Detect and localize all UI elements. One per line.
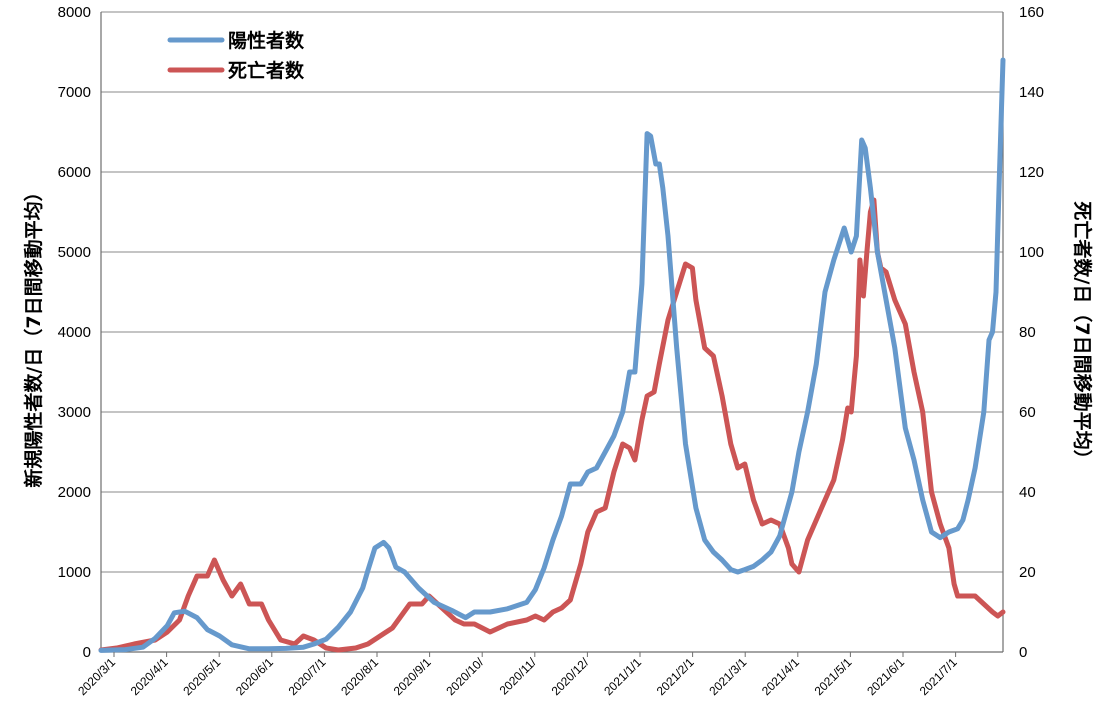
legend: 陽性者数 死亡者数	[167, 29, 305, 82]
left-tick-label: 6000	[58, 164, 91, 181]
left-axis-title: 新規陽性者数/日（7日間移動平均）	[22, 182, 45, 487]
gridlines	[101, 11, 1003, 573]
x-tick-label: 2021/6/1	[864, 655, 907, 698]
series-line-positive	[98, 57, 1006, 653]
x-tick-label: 2020/6/1	[233, 655, 276, 698]
left-tick-label: 5000	[58, 244, 91, 261]
x-tick-label: 2020/9/1	[391, 655, 434, 698]
legend-label-deaths: 死亡者数	[228, 59, 305, 82]
right-tick-label: 120	[1019, 164, 1044, 181]
x-axis-ticks: 2020/3/1 2020/4/1 2020/5/1 2020/6/1 2020/7/1…	[75, 652, 960, 698]
left-tick-label: 2000	[58, 484, 91, 501]
series-layer	[98, 57, 1006, 653]
x-tick-label: 2021/7/1	[917, 655, 960, 698]
right-tick-label: 100	[1019, 244, 1044, 261]
x-tick-label: 2020/7/1	[286, 655, 329, 698]
right-tick-label: 20	[1019, 564, 1036, 581]
right-tick-label: 160	[1019, 4, 1044, 21]
x-tick-label: 2020/10/	[443, 655, 486, 698]
left-tick-label: 8000	[58, 4, 91, 21]
right-tick-label: 60	[1019, 404, 1036, 421]
right-tick-label: 0	[1019, 644, 1027, 661]
legend-label-positive: 陽性者数	[228, 29, 305, 52]
right-tick-label: 40	[1019, 484, 1036, 501]
right-axis-ticks: 0 20 40 60 80 100 120 140 160	[1019, 4, 1044, 661]
x-tick-label: 2021/1/1	[601, 655, 644, 698]
left-axis-ticks: 0 1000 2000 3000 4000 5000 6000 7000 8000	[58, 4, 91, 661]
left-tick-label: 3000	[58, 404, 91, 421]
x-tick-label: 2020/4/1	[128, 655, 171, 698]
right-tick-label: 140	[1019, 84, 1044, 101]
x-tick-label: 2021/5/1	[812, 655, 855, 698]
x-tick-label: 2020/5/1	[180, 655, 223, 698]
series-line-deaths	[98, 197, 1006, 653]
left-tick-label: 4000	[58, 324, 91, 341]
x-tick-label: 2021/4/1	[759, 655, 802, 698]
left-tick-label: 1000	[58, 564, 91, 581]
x-tick-label: 2020/8/1	[338, 655, 381, 698]
right-axis-title: 死亡者数/日（7日間移動平均）	[1071, 201, 1094, 468]
right-tick-label: 80	[1019, 324, 1036, 341]
x-tick-label: 2020/3/1	[75, 655, 118, 698]
x-tick-label: 2021/2/1	[654, 655, 697, 698]
left-tick-label: 0	[83, 644, 91, 661]
left-tick-label: 7000	[58, 84, 91, 101]
x-tick-label: 2020/12/	[549, 655, 592, 698]
x-tick-label: 2021/3/1	[706, 655, 749, 698]
x-tick-label: 2020/11/	[497, 655, 540, 698]
